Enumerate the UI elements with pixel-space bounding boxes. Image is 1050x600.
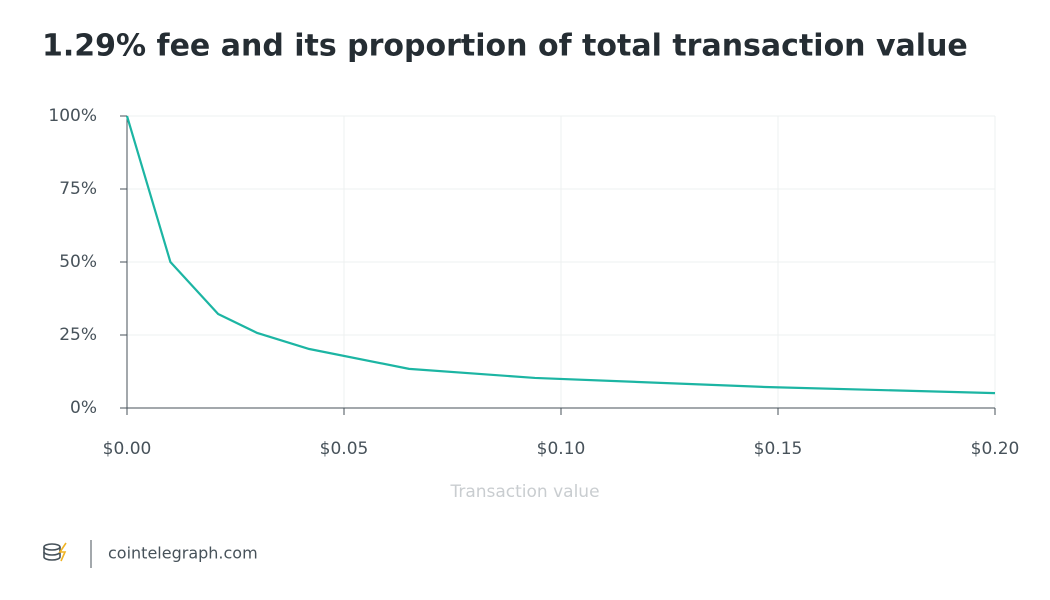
chart-title: 1.29% fee and its proportion of total tr… — [42, 29, 968, 64]
x-tick-label: $0.20 — [971, 439, 1020, 459]
logo — [43, 542, 67, 562]
y-tick-label: 0% — [70, 398, 97, 418]
footer-text: cointelegraph.com — [108, 544, 258, 563]
y-tick-label: 100% — [48, 106, 97, 126]
y-tick-label: 25% — [59, 325, 97, 345]
y-tick-label: 50% — [59, 252, 97, 272]
y-tick-label: 75% — [59, 179, 97, 199]
x-tick-label: $0.10 — [537, 439, 586, 459]
data-line — [125, 115, 996, 395]
x-axis-label: Transaction value — [449, 482, 599, 502]
x-tick-label: $0.15 — [754, 439, 803, 459]
x-tick-label: $0.00 — [103, 439, 152, 459]
x-tick-label: $0.05 — [320, 439, 369, 459]
